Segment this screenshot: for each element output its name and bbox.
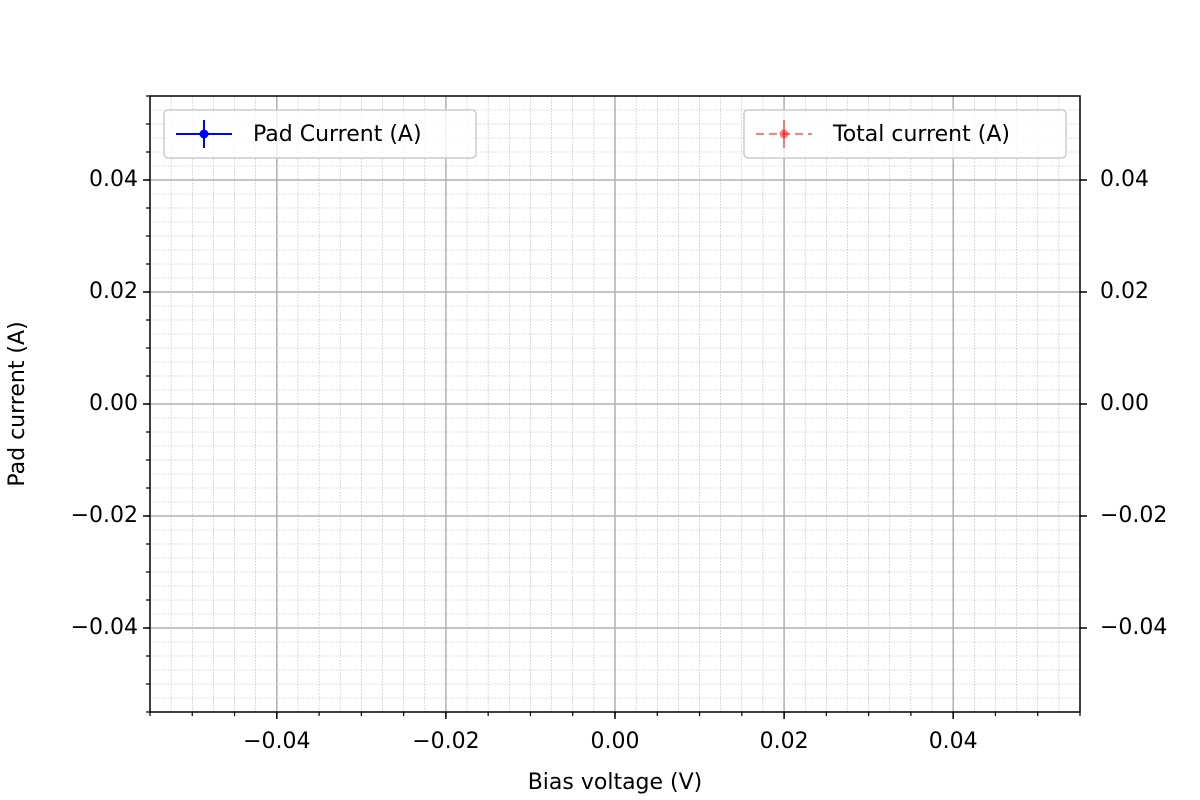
y2-tick-label: 0.02	[1100, 279, 1149, 304]
y2-tick-label: −0.02	[1100, 503, 1167, 528]
legend-label: Total current (A)	[832, 122, 1010, 147]
x-tick-label: 0.00	[591, 729, 640, 754]
legend-box	[743, 109, 1067, 159]
y2-tick-label: 0.04	[1100, 167, 1149, 192]
y-axis-label: Pad current (A)	[5, 321, 30, 486]
legend-box	[163, 109, 477, 159]
y2-tick-label: −0.04	[1100, 615, 1167, 640]
y-tick-label: 0.00	[89, 391, 138, 416]
legend: Total current (A)	[743, 109, 1067, 159]
x-tick-label: −0.04	[243, 729, 310, 754]
x-tick-label: 0.02	[760, 729, 809, 754]
y-tick-label: 0.04	[89, 167, 138, 192]
plot-frame	[149, 95, 1081, 713]
x-tick-label: 0.04	[929, 729, 978, 754]
y-tick-label: −0.04	[71, 615, 138, 640]
legend: Pad Current (A)	[163, 109, 477, 159]
legend-marker	[199, 129, 209, 139]
y-tick-label: −0.02	[71, 503, 138, 528]
legend-label: Pad Current (A)	[253, 122, 422, 147]
y-tick-label: 0.02	[89, 279, 138, 304]
legend-marker	[779, 129, 789, 139]
x-tick-label: −0.02	[412, 729, 479, 754]
y2-tick-label: 0.00	[1100, 391, 1149, 416]
x-axis-label: Bias voltage (V)	[528, 770, 703, 795]
